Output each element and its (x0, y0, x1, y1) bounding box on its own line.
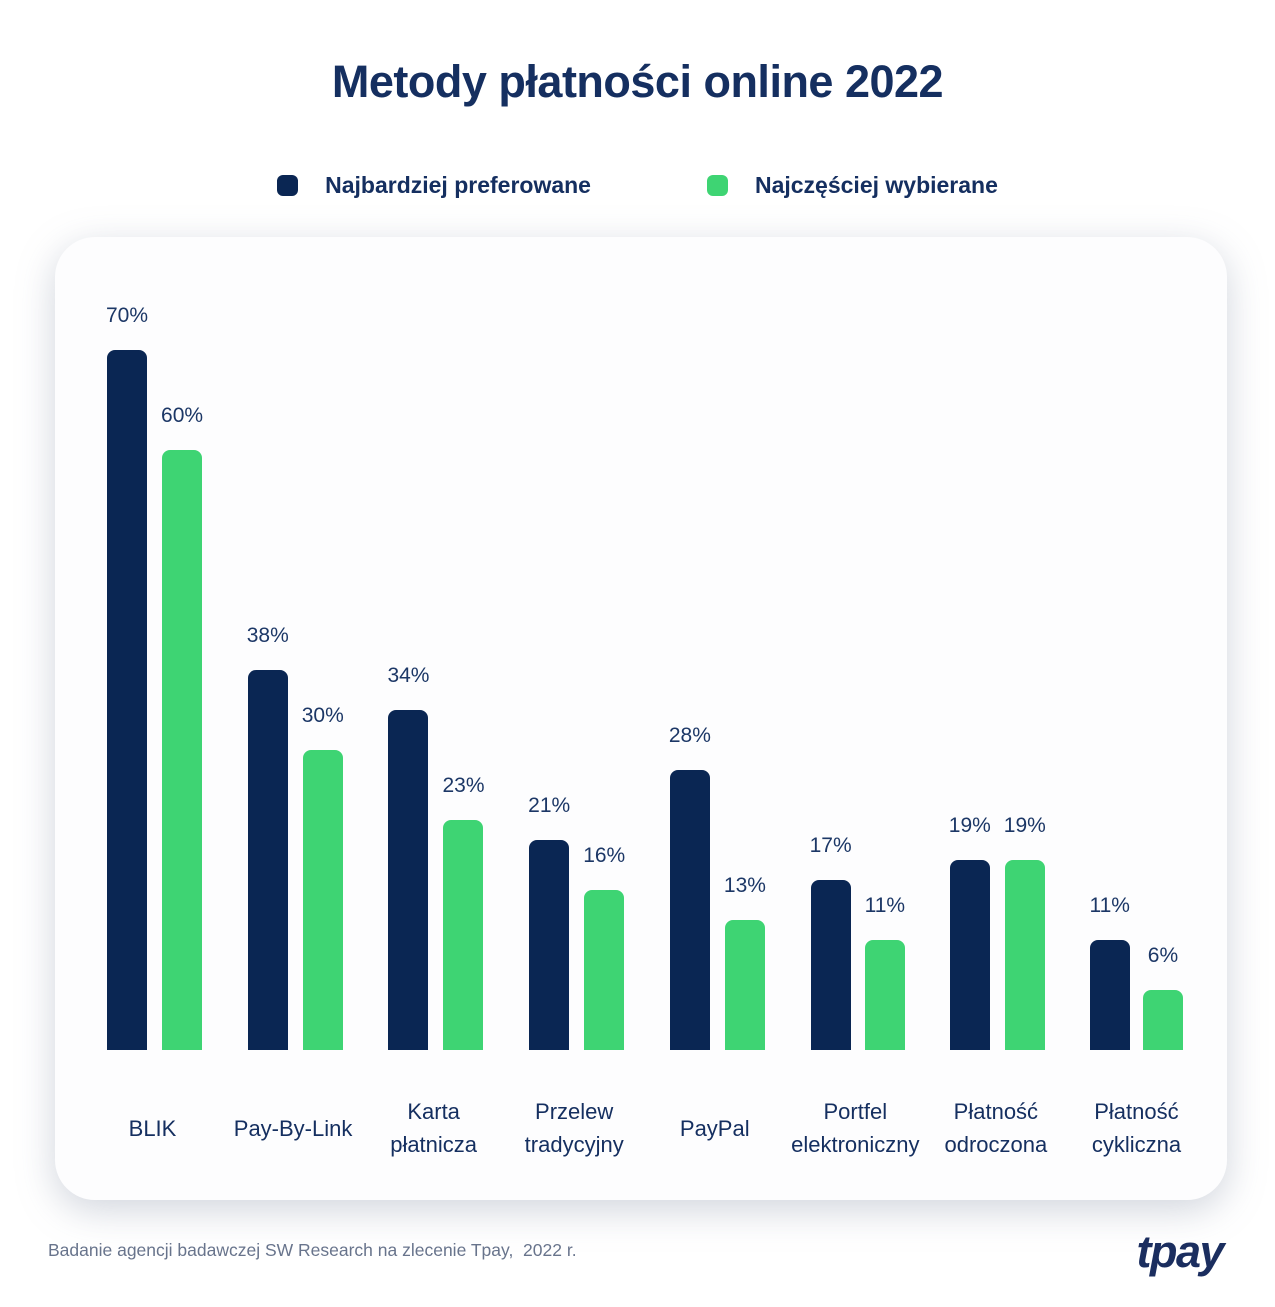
bar-col: 30% (302, 704, 344, 1050)
legend-item-most-chosen: Najczęściej wybierane (706, 172, 998, 199)
bar-col: 34% (387, 664, 429, 1050)
bar-value-label-blik-najcz-ciej-wybierane: 60% (161, 404, 204, 427)
bar-value-label-paypal-najbardziej-preferowane: 28% (668, 724, 711, 747)
bar-p-atno-odroczona-najcz-ciej-wybierane (1004, 860, 1045, 1050)
bar-groups: 70% 60% 38% 30% 34% 23% 21% 16% 28% 13% 17% 11% 19% 1… (106, 237, 1183, 1050)
bar-col: 13% (724, 874, 766, 1050)
bar-col: 23% (442, 774, 485, 1050)
bar-przelew-tradycyjny-najcz-ciej-wybierane (584, 890, 625, 1050)
bar-col: 28% (669, 724, 711, 1050)
category-cell-p-atno-odroczona: Płatność odroczona (945, 1050, 1048, 1180)
category-label-przelew-tradycyjny: Przelew tradycyjny (524, 1099, 624, 1157)
category-cell-paypal: PayPal (668, 1050, 761, 1180)
page-title: Metody płatności online 2022 (331, 56, 944, 107)
bar-pay-by-link-najcz-ciej-wybierane (302, 750, 343, 1050)
bar-col: 11% (865, 894, 905, 1050)
bar-group-portfel-elektroniczny: 17% 11% (810, 834, 905, 1050)
bar-karta-p-atnicza-najbardziej-preferowane (388, 710, 429, 1050)
category-labels: BLIK Pay-By-Link Karta płatnicza Przelew trad… (106, 1050, 1183, 1180)
bar-paypal-najbardziej-preferowane (669, 770, 710, 1050)
bar-portfel-elektroniczny-najcz-ciej-wybierane (864, 940, 905, 1050)
bar-value-label-p-atno-cykliczna-najbardziej-preferowane: 11% (1089, 894, 1130, 917)
tpay-logo: tpay (1136, 1226, 1224, 1277)
bar-blik-najbardziej-preferowane (107, 350, 148, 1050)
category-label-pay-by-link: Pay-By-Link (233, 1115, 353, 1141)
bar-p-atno-cykliczna-najbardziej-preferowane (1089, 940, 1130, 1050)
bar-group-przelew-tradycyjny: 21% 16% (528, 794, 625, 1050)
bar-group-blik: 70% 60% (106, 304, 203, 1050)
legend-label-most-chosen: Najczęściej wybierane (754, 172, 998, 198)
bar-karta-p-atnicza-najcz-ciej-wybierane (443, 820, 484, 1050)
bar-col: 19% (1004, 814, 1046, 1050)
category-label-paypal: PayPal (679, 1115, 750, 1141)
category-cell-karta-p-atnicza: Karta płatnicza (387, 1050, 480, 1180)
category-label-karta-p-atnicza: Karta płatnicza (390, 1099, 478, 1157)
bar-value-label-blik-najbardziej-preferowane: 70% (106, 304, 149, 327)
bar-value-label-p-atno-odroczona-najbardziej-preferowane: 19% (948, 814, 991, 837)
bar-col: 6% (1142, 944, 1183, 1050)
bar-value-label-paypal-najcz-ciej-wybierane: 13% (723, 874, 766, 897)
legend-swatch-green (706, 175, 728, 196)
bar-group-karta-p-atnicza: 34% 23% (387, 664, 485, 1050)
legend-item-most-preferred: Najbardziej preferowane (277, 172, 591, 199)
category-label-portfel-elektroniczny: Portfel elektroniczny (791, 1099, 920, 1157)
bar-paypal-najcz-ciej-wybierane (724, 920, 765, 1050)
bar-p-atno-odroczona-najbardziej-preferowane (949, 860, 990, 1050)
bar-value-label-karta-p-atnicza-najcz-ciej-wybierane: 23% (442, 774, 485, 797)
bar-value-label-portfel-elektroniczny-najbardziej-preferowane: 17% (809, 834, 852, 857)
bar-value-label-przelew-tradycyjny-najbardziej-preferowane: 21% (528, 794, 571, 817)
category-cell-blik: BLIK (106, 1050, 199, 1180)
bar-p-atno-cykliczna-najcz-ciej-wybierane (1142, 990, 1183, 1050)
legend-label-most-preferred: Najbardziej preferowane (325, 172, 591, 198)
category-label-p-atno-cykliczna: Płatność cykliczna (1091, 1099, 1182, 1157)
bar-col: 16% (583, 844, 625, 1050)
bar-blik-najcz-ciej-wybierane (162, 450, 203, 1050)
bar-col: 60% (161, 404, 203, 1050)
category-label-blik: BLIK (128, 1115, 177, 1141)
bar-col: 70% (106, 304, 148, 1050)
category-label-p-atno-odroczona: Płatność odroczona (944, 1099, 1048, 1157)
bar-pay-by-link-najbardziej-preferowane (247, 670, 288, 1050)
bar-col: 11% (1089, 894, 1130, 1050)
bar-value-label-przelew-tradycyjny-najcz-ciej-wybierane: 16% (583, 844, 626, 867)
bar-value-label-p-atno-cykliczna-najcz-ciej-wybierane: 6% (1147, 944, 1179, 967)
source-note: Badanie agencji badawczej SW Research na… (48, 1240, 577, 1260)
bar-value-label-karta-p-atnicza-najbardziej-preferowane: 34% (387, 664, 430, 687)
bar-value-label-p-atno-odroczona-najcz-ciej-wybierane: 19% (1003, 814, 1046, 837)
category-cell-pay-by-link: Pay-By-Link (234, 1050, 353, 1180)
bar-portfel-elektroniczny-najbardziej-preferowane (810, 880, 851, 1050)
bar-value-label-portfel-elektroniczny-najcz-ciej-wybierane: 11% (864, 894, 906, 917)
bar-przelew-tradycyjny-najbardziej-preferowane (529, 840, 570, 1050)
bar-col: 21% (528, 794, 570, 1050)
bar-value-label-pay-by-link-najcz-ciej-wybierane: 30% (301, 704, 344, 727)
bar-group-p-atno-cykliczna: 11% 6% (1089, 894, 1183, 1050)
legend: Najbardziej preferowane Najczęściej wybi… (0, 172, 1275, 199)
bar-col: 38% (247, 624, 289, 1050)
chart-card: 70% 60% 38% 30% 34% 23% 21% 16% 28% 13% 17% 11% 19% 1… (55, 237, 1227, 1200)
category-cell-przelew-tradycyjny: Przelew tradycyjny (524, 1050, 624, 1180)
bar-group-pay-by-link: 38% 30% (247, 624, 344, 1050)
legend-swatch-navy (277, 175, 299, 196)
bar-group-p-atno-odroczona: 19% 19% (949, 814, 1046, 1050)
category-cell-portfel-elektroniczny: Portfel elektroniczny (791, 1050, 919, 1180)
category-cell-p-atno-cykliczna: Płatność cykliczna (1090, 1050, 1183, 1180)
bar-col: 19% (949, 814, 991, 1050)
bar-col: 17% (810, 834, 852, 1050)
bar-group-paypal: 28% 13% (669, 724, 766, 1050)
bar-value-label-pay-by-link-najbardziej-preferowane: 38% (246, 624, 289, 647)
